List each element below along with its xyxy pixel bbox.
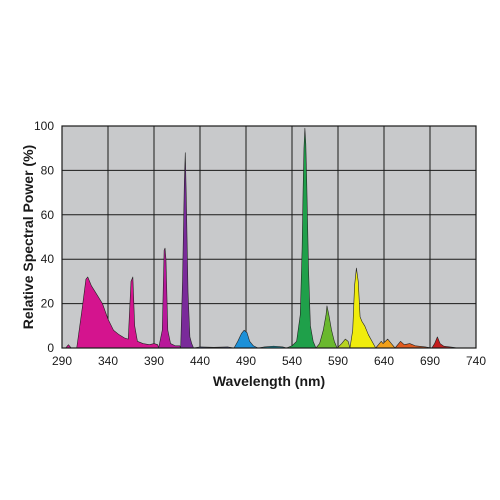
spectrum-band-3 (180, 152, 194, 349)
y-tick-label: 40 (41, 252, 55, 266)
x-tick-label: 290 (52, 354, 72, 368)
x-tick-label: 590 (328, 354, 348, 368)
x-tick-label: 390 (144, 354, 164, 368)
plot-area (62, 126, 476, 348)
spectrum-band-10 (349, 267, 377, 349)
y-axis-label: Relative Spectral Power (%) (20, 145, 36, 329)
x-tick-label: 740 (466, 354, 486, 368)
y-tick-label: 20 (41, 297, 55, 311)
x-tick-label: 490 (236, 354, 256, 368)
x-tick-label: 640 (374, 354, 394, 368)
y-tick-label: 100 (34, 119, 54, 133)
spectrum-band-2 (158, 247, 181, 349)
y-tick-label: 60 (41, 208, 55, 222)
spectrum-band-8 (315, 305, 338, 349)
x-axis-label: Wavelength (nm) (213, 373, 325, 389)
spectrum-band-5 (233, 329, 259, 349)
x-tick-label: 340 (98, 354, 118, 368)
y-tick-label: 0 (47, 341, 54, 355)
y-tick-label: 80 (41, 163, 55, 177)
spectrum-band-1 (65, 276, 159, 349)
x-axis-ticks: 290 340 390 440 490 540 590 640 690 740 (52, 354, 486, 368)
plot-frame (61, 125, 477, 349)
x-tick-label: 540 (282, 354, 302, 368)
y-axis-ticks: 0 20 40 60 80 100 (34, 119, 54, 355)
spectrum-band-11 (375, 338, 396, 349)
x-tick-label: 440 (190, 354, 210, 368)
x-tick-label: 690 (420, 354, 440, 368)
spectrum-band-7 (286, 127, 317, 349)
